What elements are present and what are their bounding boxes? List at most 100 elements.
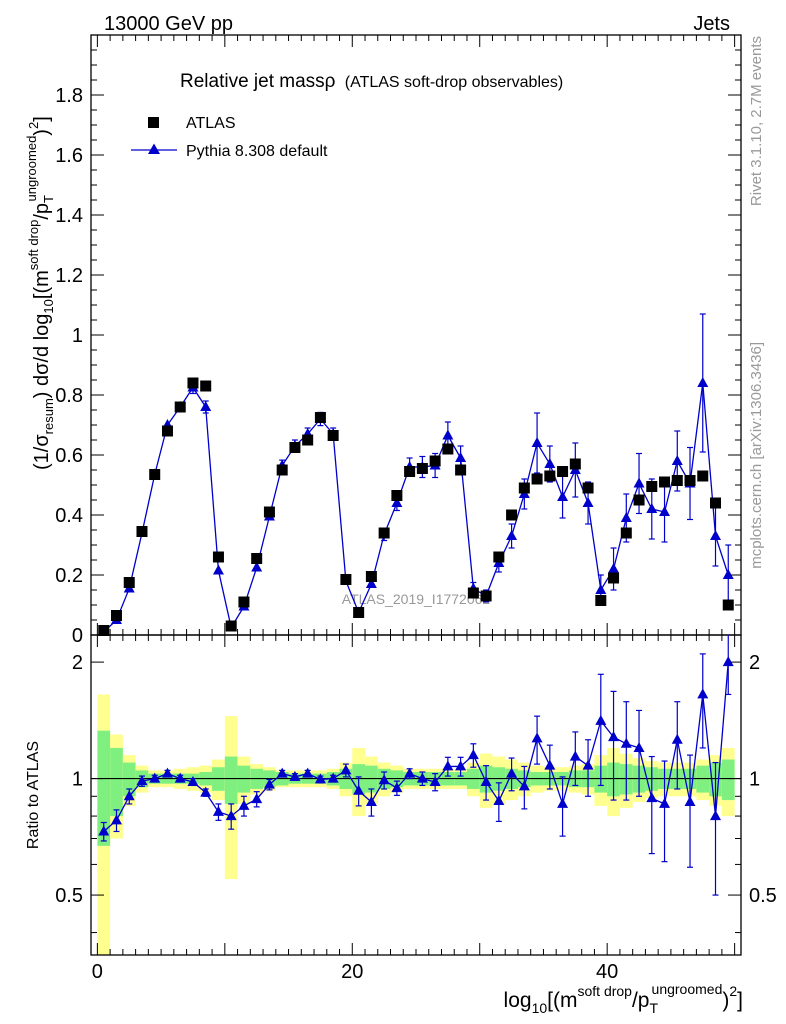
pythia-ratio-point [353,784,365,795]
atlas-main-point [455,464,467,476]
pythia-ratio-point [608,731,620,742]
pythia-ratio-point [710,810,722,821]
ratio-band-stat [721,759,735,801]
pythia-ratio-point [98,825,110,836]
pythia-ratio-point [149,772,161,783]
pythia-ratio-point [225,810,237,821]
atlas-main-point [506,509,518,521]
pythia-main-point [455,452,467,462]
pythia-ratio-point [544,759,556,770]
atlas-main-point [518,482,530,494]
atlas-main-point [276,464,288,476]
atlas-main-point [620,527,632,539]
pythia-ratio-point [659,797,671,808]
pythia-ratio-point [480,775,492,786]
legend-atlas-marker [148,117,159,128]
pythia-main-point [442,429,454,440]
atlas-main-point [340,574,352,585]
atlas-main-point [365,571,377,582]
pythia-ratio-point [467,749,479,760]
pythia-ratio-point [123,790,135,801]
atlas-main-point [314,412,326,423]
pythia-ratio-point [276,767,288,778]
ratio-y-tick-label-right: 0.5 [749,885,777,907]
analysis-watermark: ATLAS_2019_I1772062 [342,591,491,607]
pythia-ratio-point [569,750,581,761]
atlas-main-point [238,596,250,608]
atlas-main-point [123,577,135,588]
atlas-main-point [557,466,569,477]
pythia-ratio-point [684,795,696,806]
pythia-ratio-point [314,773,326,784]
atlas-main-point [531,473,543,485]
atlas-main-point [263,506,275,518]
pythia-ratio-point [722,656,734,667]
pythia-ratio-point [136,775,148,786]
pythia-ratio-point [263,778,275,789]
atlas-main-point [353,607,365,618]
atlas-main-point [289,442,301,453]
main-y-tick-label: 0.8 [55,385,83,407]
ratio-band-stat [224,756,238,804]
atlas-main-point [391,490,403,501]
pythia-ratio-point [442,760,454,771]
pythia-main-point [391,497,403,507]
pythia-ratio-point [671,733,683,744]
pythia-ratio-point [327,772,339,783]
pythia-main-point [659,506,671,516]
pythia-main-point [710,530,722,540]
atlas-main-point [416,463,428,474]
header-right-label: Jets [693,13,730,35]
atlas-main-point [442,443,454,455]
atlas-main-point [136,526,148,537]
pythia-ratio-point [633,741,645,752]
pythia-main-point [620,512,632,522]
pythia-main-point [582,497,594,507]
pythia-main-point [365,578,377,588]
pythia-ratio-point [429,775,441,786]
pythia-main-point [633,477,645,488]
atlas-main-point [646,481,658,492]
main-y-tick-label: 1 [72,325,83,347]
x-tick-label: 0 [92,961,103,983]
atlas-main-point [429,455,441,467]
atlas-main-point [200,380,212,392]
atlas-main-point [595,595,607,606]
pythia-series-ratio [98,635,734,896]
atlas-main-point [671,475,683,486]
main-y-tick-label: 1.8 [55,85,83,107]
atlas-main-point [493,551,505,563]
pythia-main-point [251,561,263,572]
pythia-main-point [697,377,709,387]
main-y-tick-label: 1.6 [55,145,83,167]
pythia-ratio-point [646,792,658,803]
pythia-ratio-point [531,732,543,743]
ratio-band-stat [97,730,111,846]
atlas-main-point [608,572,620,584]
pythia-ratio-point [404,767,416,778]
atlas-main-point [161,425,173,437]
atlas-main-point [582,482,594,494]
chart-title-main: Relative jet massρ [180,71,336,92]
ratio-band-stat [122,762,136,797]
atlas-main-point [697,470,709,482]
atlas-main-point [722,599,734,611]
atlas-main-point [174,401,186,413]
chart-title: Relative jet massρ (ATLAS soft-drop obse… [180,71,563,92]
pythia-ratio-point [620,737,632,748]
pythia-ratio-point [557,797,569,808]
atlas-main-point [212,551,224,563]
legend: ATLAS Pythia 8.308 default [131,115,328,160]
pythia-ratio-point [340,764,352,775]
pythia-ratio-point [506,767,518,778]
pythia-ratio-point [365,795,377,806]
pythia-main-point [212,564,224,575]
x-tick-label: 20 [341,961,363,983]
atlas-main-point [98,625,110,636]
pythia-ratio-point [518,780,530,791]
atlas-main-point [480,590,492,602]
pythia-ratio-point [302,767,314,778]
atlas-main-point [149,469,161,480]
main-y-axis-label: (1/σresum) dσ/d log10[(msoft drop/pTungr… [24,116,56,470]
